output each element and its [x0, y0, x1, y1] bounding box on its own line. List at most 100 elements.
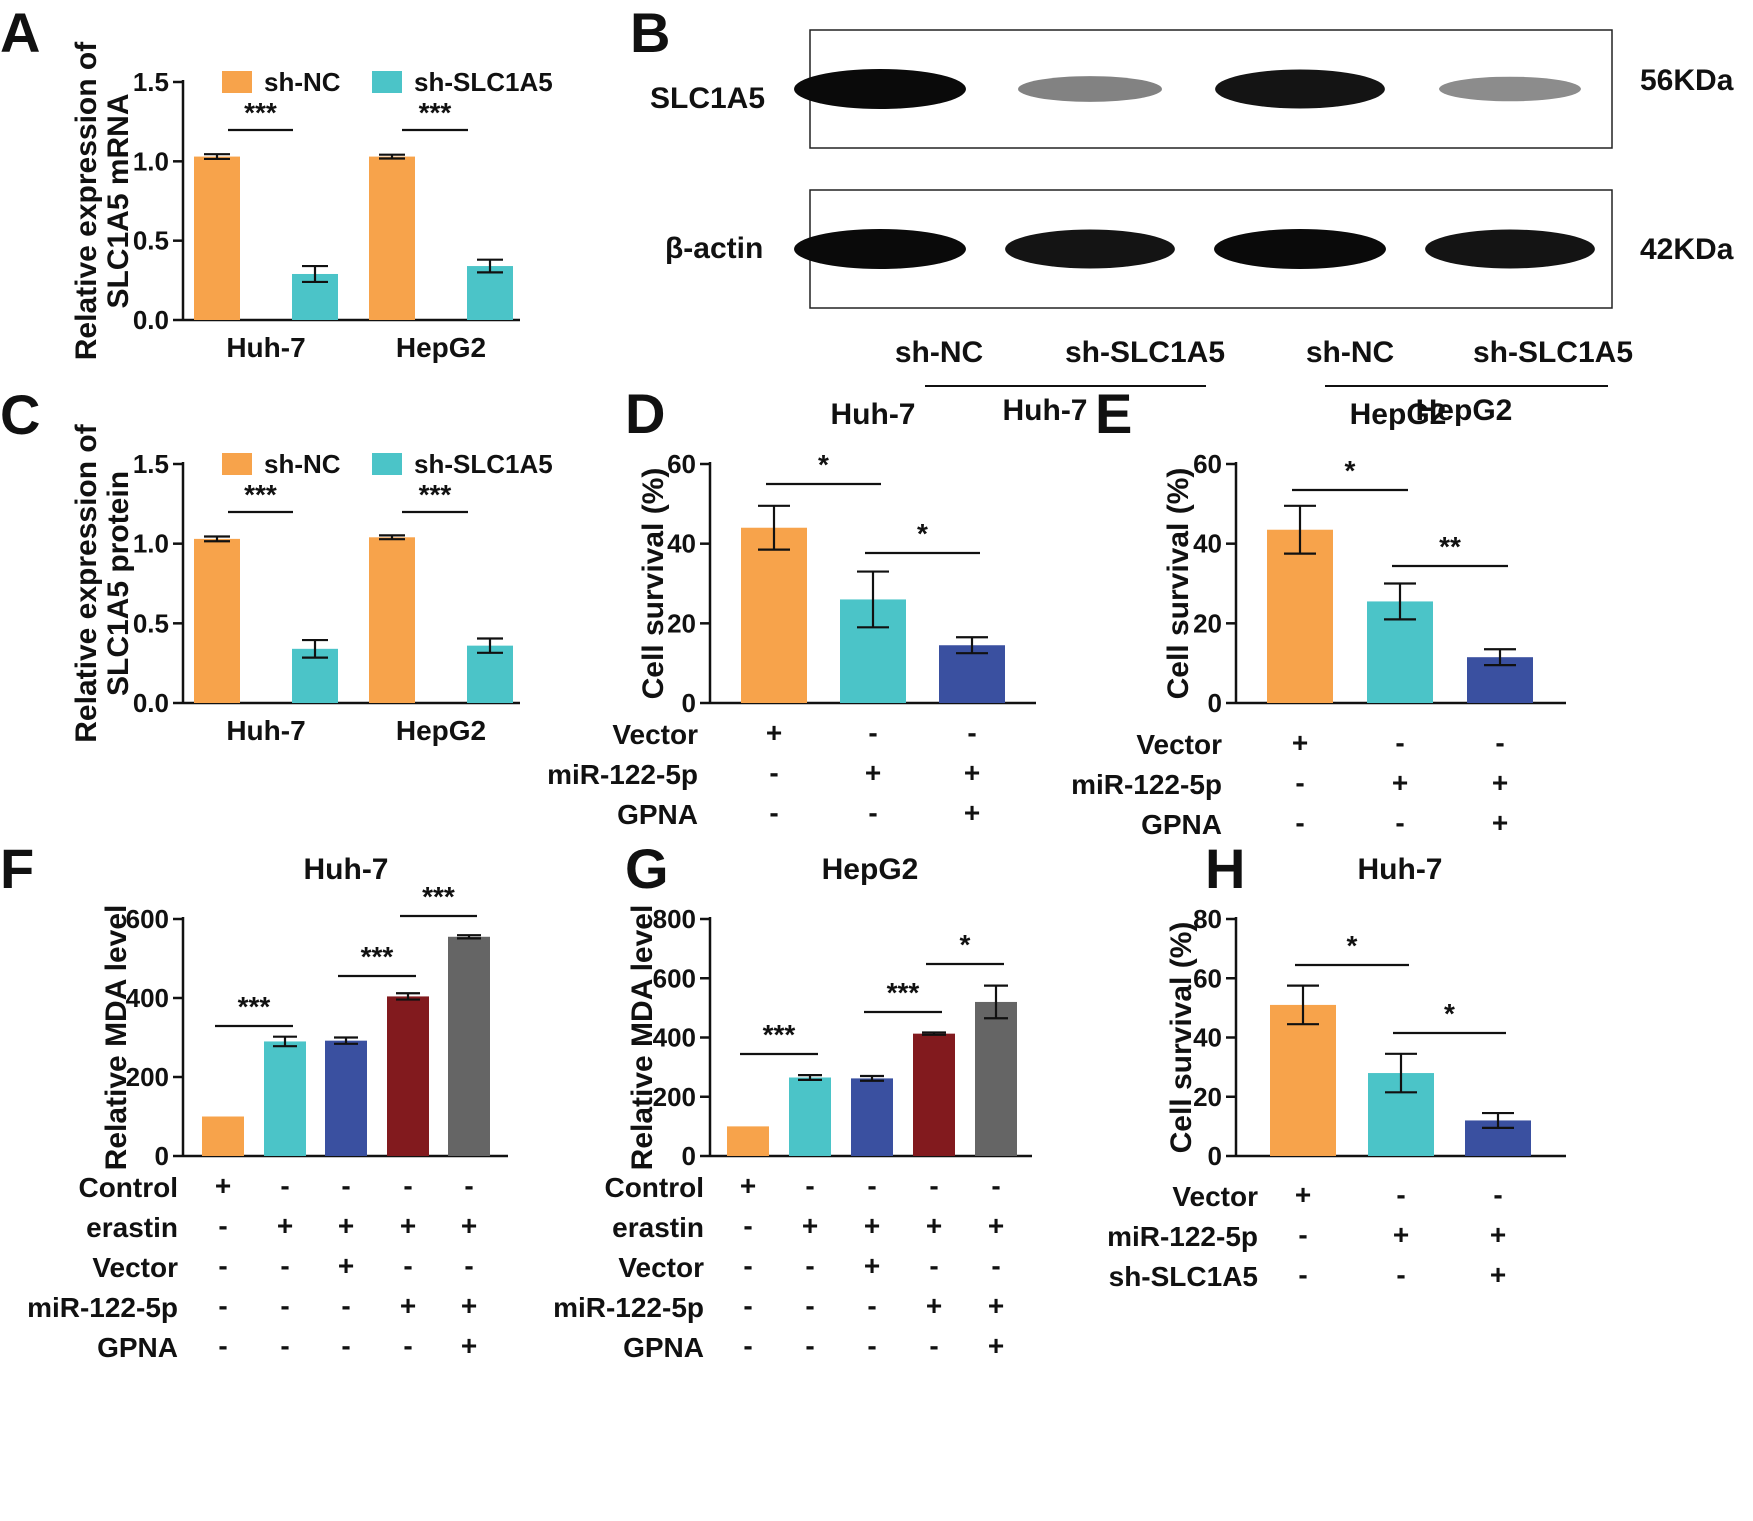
- y-axis-label: SLC1A5 mRNA: [102, 93, 135, 308]
- x-category-label: HepG2: [396, 332, 486, 363]
- bar: [448, 936, 490, 1156]
- blot-band: [794, 229, 966, 269]
- chart-title: Huh-7: [831, 398, 916, 431]
- condition-label: Vector: [1136, 729, 1222, 760]
- significance-label: *: [1345, 455, 1356, 486]
- y-tick-label: 40: [1193, 529, 1222, 559]
- blot-size-label: 42KDa: [1640, 233, 1734, 266]
- blot-band: [1005, 229, 1175, 269]
- y-tick-label: 0.5: [133, 226, 169, 256]
- condition-sign: +: [740, 1170, 756, 1201]
- condition-sign: +: [461, 1330, 477, 1361]
- condition-label: miR-122-5p: [1107, 1221, 1258, 1252]
- condition-sign: -: [218, 1210, 227, 1241]
- condition-sign: +: [1492, 807, 1508, 838]
- condition-sign: +: [1490, 1219, 1506, 1250]
- condition-label: erastin: [612, 1212, 704, 1243]
- y-tick-label: 80: [1193, 904, 1222, 934]
- y-tick-label: 0: [682, 688, 696, 718]
- bar: [975, 1001, 1017, 1156]
- y-tick-label: 0: [1208, 1141, 1222, 1171]
- significance-label: *: [1444, 998, 1455, 1029]
- chart-panel-h: H Huh-7 Cell survival (%) 0 20 40 60 80 * * Vector…: [1107, 837, 1566, 1292]
- chart-panel-f: F Huh-7 Relative MDA level 0 200 400 600 *** ***…: [0, 837, 508, 1363]
- bar: [387, 996, 429, 1156]
- condition-sign: -: [218, 1290, 227, 1321]
- panel-letter-a: A: [0, 1, 40, 64]
- y-tick-label: 1.0: [133, 146, 169, 176]
- y-axis-label: Relative expression of: [70, 41, 103, 360]
- blot-size-label: 56KDa: [1640, 64, 1734, 97]
- y-tick-label: 0: [682, 1141, 696, 1171]
- condition-sign: -: [867, 1290, 876, 1321]
- bar: [727, 1126, 769, 1156]
- condition-sign: +: [338, 1210, 354, 1241]
- condition-sign: +: [215, 1170, 231, 1201]
- condition-sign: +: [926, 1290, 942, 1321]
- condition-label: GPNA: [1141, 809, 1222, 840]
- bar: [939, 645, 1005, 703]
- condition-sign: +: [400, 1210, 416, 1241]
- significance-label: ***: [422, 881, 455, 912]
- condition-sign: -: [805, 1170, 814, 1201]
- condition-sign: -: [867, 1330, 876, 1361]
- chart-title: Huh-7: [1358, 853, 1443, 886]
- condition-sign: -: [341, 1330, 350, 1361]
- bar: [1267, 529, 1333, 703]
- condition-sign: -: [341, 1170, 350, 1201]
- y-axis-label: Cell survival (%): [637, 468, 670, 700]
- y-axis-label: Relative expression of: [70, 423, 103, 742]
- condition-sign: -: [280, 1330, 289, 1361]
- condition-label: Control: [78, 1172, 178, 1203]
- blot-lane-label: sh-SLC1A5: [1473, 336, 1633, 369]
- condition-sign: -: [1295, 767, 1304, 798]
- y-tick-label: 400: [126, 983, 169, 1013]
- condition-sign: -: [403, 1170, 412, 1201]
- blot-band: [1017, 76, 1163, 102]
- condition-label: GPNA: [623, 1332, 704, 1363]
- chart-title: Huh-7: [304, 853, 389, 886]
- condition-sign: +: [400, 1290, 416, 1321]
- condition-sign: -: [1495, 727, 1504, 758]
- condition-sign: -: [1396, 1179, 1405, 1210]
- blot-band: [1439, 76, 1581, 102]
- y-tick-label: 400: [653, 1023, 696, 1053]
- bar: [467, 266, 513, 320]
- panel-letter-f: F: [0, 837, 34, 900]
- condition-sign: -: [1493, 1179, 1502, 1210]
- condition-sign: -: [280, 1290, 289, 1321]
- condition-sign: -: [991, 1250, 1000, 1281]
- condition-sign: +: [1492, 767, 1508, 798]
- panel-letter-c: C: [0, 383, 40, 446]
- bar: [202, 1116, 244, 1156]
- condition-sign: -: [1395, 807, 1404, 838]
- condition-label: miR-122-5p: [1071, 769, 1222, 800]
- bar: [741, 527, 807, 703]
- condition-sign: +: [964, 797, 980, 828]
- blot-band: [1425, 229, 1595, 269]
- condition-sign: -: [218, 1250, 227, 1281]
- condition-label: Vector: [1172, 1181, 1258, 1212]
- y-tick-label: 0: [155, 1141, 169, 1171]
- blot-row-label: β-actin: [665, 232, 763, 265]
- significance-label: *: [960, 929, 971, 960]
- blot-group-label: HepG2: [1416, 394, 1513, 427]
- condition-sign: -: [403, 1250, 412, 1281]
- condition-sign: -: [1298, 1219, 1307, 1250]
- condition-sign: +: [338, 1250, 354, 1281]
- blot-lane-label: sh-NC: [895, 336, 983, 369]
- legend-label: sh-NC: [264, 449, 341, 479]
- condition-sign: +: [865, 757, 881, 788]
- condition-sign: +: [461, 1290, 477, 1321]
- condition-sign: -: [1395, 727, 1404, 758]
- condition-sign: -: [1295, 807, 1304, 838]
- significance-label: **: [1439, 531, 1461, 562]
- legend-swatch: [222, 71, 252, 93]
- x-category-label: Huh-7: [226, 332, 305, 363]
- y-tick-label: 600: [653, 963, 696, 993]
- condition-sign: -: [218, 1330, 227, 1361]
- significance-label: ***: [419, 479, 452, 510]
- condition-sign: -: [868, 797, 877, 828]
